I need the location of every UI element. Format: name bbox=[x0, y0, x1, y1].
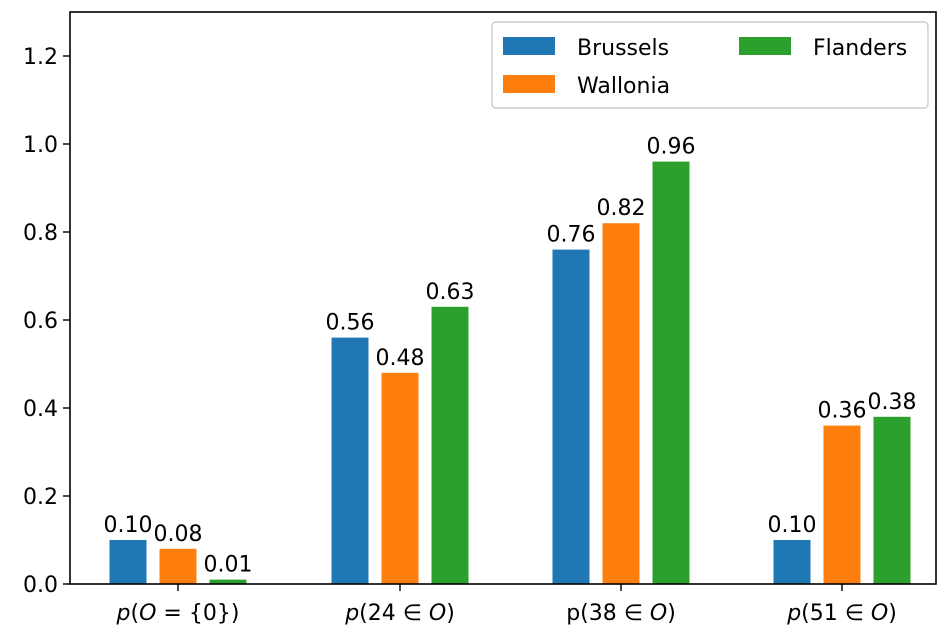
data-label: 0.10 bbox=[104, 513, 153, 538]
y-tick-label: 0.6 bbox=[23, 309, 58, 334]
x-tick-label-part: p bbox=[344, 601, 359, 626]
x-tick-label-part: ) bbox=[667, 601, 676, 626]
x-tick-label-part: p bbox=[786, 601, 801, 626]
x-tick-label: p(24 ∈ O) bbox=[344, 601, 455, 626]
x-tick-label: p(51 ∈ O) bbox=[786, 601, 897, 626]
bar-brussels bbox=[331, 337, 369, 584]
bar-brussels bbox=[109, 540, 147, 584]
plot-frame bbox=[69, 11, 937, 585]
bar-flanders bbox=[209, 579, 247, 584]
x-tick-label-part: O bbox=[429, 601, 446, 626]
data-label: 0.01 bbox=[204, 553, 253, 578]
x-tick-label-part: O bbox=[871, 601, 888, 626]
x-tick-label-part: = {0}) bbox=[156, 601, 239, 626]
data-label: 0.36 bbox=[818, 399, 867, 424]
x-tick-label-part: O bbox=[650, 601, 667, 626]
x-tick-label-part: ( bbox=[131, 601, 140, 626]
x-tick-label-part: (24 ∈ bbox=[359, 601, 429, 626]
x-tick-label-part: (51 ∈ bbox=[801, 601, 871, 626]
y-tick-label: 0.2 bbox=[23, 485, 58, 510]
bar-brussels bbox=[552, 249, 590, 584]
x-tick-label-part: p bbox=[116, 601, 131, 626]
data-label: 0.76 bbox=[547, 223, 596, 248]
data-label: 0.38 bbox=[868, 390, 917, 415]
x-tick-label-part: O bbox=[139, 601, 156, 626]
y-tick-label: 0.0 bbox=[23, 573, 58, 598]
bar-wallonia bbox=[159, 548, 197, 584]
data-label: 0.08 bbox=[154, 522, 203, 547]
x-tick-label-part: ) bbox=[888, 601, 897, 626]
x-axis: p(O = {0}) p(24 ∈ O) p(38 ∈ O) p(51 ∈ O) bbox=[116, 584, 897, 626]
data-label: 0.56 bbox=[326, 311, 375, 336]
bars-layer bbox=[109, 161, 911, 584]
legend-label-wallonia: Wallonia bbox=[577, 74, 670, 99]
legend-swatch-wallonia bbox=[503, 75, 555, 93]
legend-swatch-flanders bbox=[739, 37, 791, 55]
bar-flanders bbox=[431, 306, 469, 584]
x-tick-label: p(O = {0}) bbox=[116, 601, 240, 626]
data-labels-layer: 0.100.560.760.100.080.480.820.360.010.63… bbox=[104, 135, 917, 578]
y-tick-label: 1.0 bbox=[23, 133, 58, 158]
bar-brussels bbox=[773, 540, 811, 584]
legend-label-flanders: Flanders bbox=[813, 36, 907, 61]
data-label: 0.96 bbox=[647, 135, 696, 160]
bar-wallonia bbox=[602, 223, 640, 584]
legend-label-brussels: Brussels bbox=[577, 36, 669, 61]
data-label: 0.48 bbox=[376, 346, 425, 371]
y-tick-label: 0.8 bbox=[23, 221, 58, 246]
bar-wallonia bbox=[823, 425, 861, 584]
x-tick-label-part: ) bbox=[446, 601, 455, 626]
legend: Brussels Wallonia Flanders bbox=[491, 21, 929, 109]
x-tick-label-part: p(38 ∈ bbox=[566, 601, 650, 626]
data-label: 0.10 bbox=[768, 513, 817, 538]
bar-flanders bbox=[873, 416, 911, 584]
data-label: 0.82 bbox=[597, 196, 646, 221]
legend-box bbox=[491, 21, 929, 109]
bar-flanders bbox=[652, 161, 690, 584]
y-tick-label: 1.2 bbox=[23, 45, 58, 70]
y-axis: 0.0 0.2 0.4 0.6 0.8 1.0 1.2 bbox=[23, 45, 70, 598]
data-label: 0.63 bbox=[426, 280, 475, 305]
y-tick-label: 0.4 bbox=[23, 397, 58, 422]
x-tick-label: p(38 ∈ O) bbox=[566, 601, 676, 626]
legend-swatch-brussels bbox=[503, 37, 555, 55]
bar-wallonia bbox=[381, 372, 419, 584]
